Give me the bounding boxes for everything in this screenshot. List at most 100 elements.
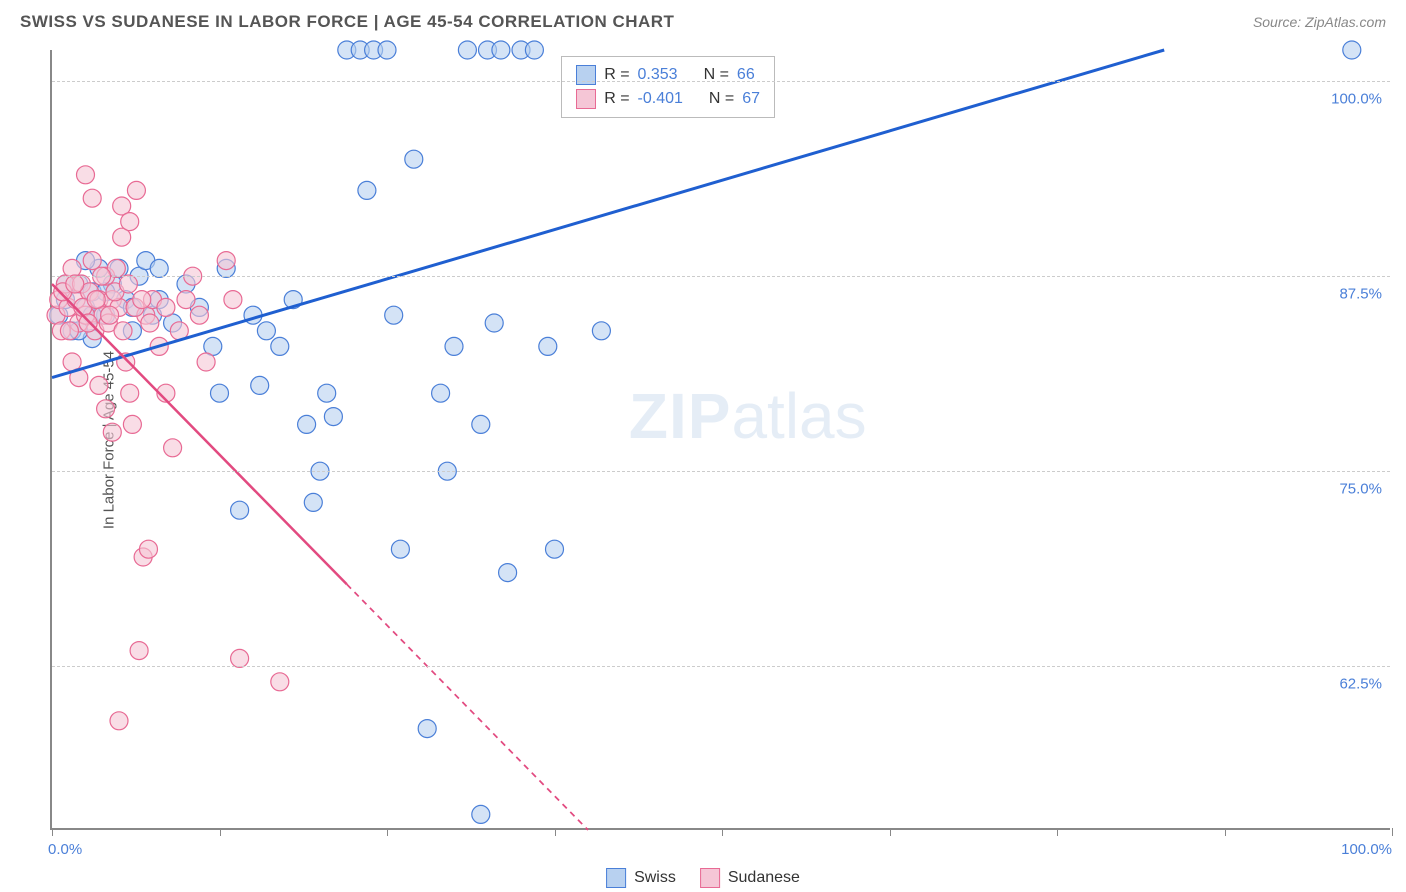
data-point — [90, 376, 108, 394]
data-point — [458, 41, 476, 59]
data-point — [141, 314, 159, 332]
data-point — [318, 384, 336, 402]
data-point — [139, 540, 157, 558]
legend-label: Sudanese — [728, 869, 800, 887]
legend-item: Swiss — [606, 868, 676, 888]
x-tick — [387, 828, 388, 836]
x-axis-max-label: 100.0% — [1341, 841, 1392, 858]
data-point — [79, 314, 97, 332]
data-point — [164, 439, 182, 457]
data-point — [271, 673, 289, 691]
y-tick-label: 75.0% — [1339, 481, 1382, 498]
x-tick — [1225, 828, 1226, 836]
data-point — [358, 181, 376, 199]
stat-row: R =0.353N =66 — [576, 63, 760, 87]
data-point — [445, 337, 463, 355]
data-point — [492, 41, 510, 59]
data-point — [432, 384, 450, 402]
data-point — [63, 259, 81, 277]
x-tick — [1392, 828, 1393, 836]
data-point — [60, 322, 78, 340]
data-point — [190, 306, 208, 324]
y-tick-label: 62.5% — [1339, 676, 1382, 693]
data-point — [271, 337, 289, 355]
data-point — [525, 41, 543, 59]
data-point — [110, 712, 128, 730]
data-point — [211, 384, 229, 402]
data-point — [101, 306, 119, 324]
plot-region: ZIPatlas R =0.353N =66R =-0.401N =67 62.… — [50, 50, 1390, 830]
data-point — [121, 213, 139, 231]
r-label: R = — [604, 90, 629, 108]
data-point — [298, 415, 316, 433]
gridline — [52, 81, 1390, 82]
x-tick — [1057, 828, 1058, 836]
data-point — [251, 376, 269, 394]
data-point — [546, 540, 564, 558]
data-point — [485, 314, 503, 332]
data-point — [87, 291, 105, 309]
data-point — [224, 291, 242, 309]
series-swatch — [606, 868, 626, 888]
data-point — [1343, 41, 1361, 59]
trend-line-extrapolated — [347, 584, 588, 830]
x-tick — [220, 828, 221, 836]
data-point — [121, 384, 139, 402]
data-point — [177, 291, 195, 309]
gridline — [52, 471, 1390, 472]
legend-item: Sudanese — [700, 868, 800, 888]
data-point — [133, 291, 151, 309]
data-point — [391, 540, 409, 558]
data-point — [83, 189, 101, 207]
data-point — [97, 400, 115, 418]
data-point — [418, 720, 436, 738]
data-point — [119, 275, 137, 293]
data-point — [324, 408, 342, 426]
data-point — [405, 150, 423, 168]
y-tick-label: 100.0% — [1331, 91, 1382, 108]
data-point — [103, 423, 121, 441]
data-point — [592, 322, 610, 340]
data-point — [150, 259, 168, 277]
data-point — [257, 322, 275, 340]
data-point — [231, 501, 249, 519]
data-point — [217, 252, 235, 270]
n-value: 67 — [742, 90, 760, 108]
data-point — [472, 805, 490, 823]
data-point — [499, 564, 517, 582]
data-point — [304, 493, 322, 511]
data-point — [83, 252, 101, 270]
series-legend: Swiss Sudanese — [606, 868, 800, 888]
stat-row: R = -0.401 N = 67 — [576, 87, 760, 111]
data-point — [66, 275, 84, 293]
data-point — [127, 181, 145, 199]
x-tick — [890, 828, 891, 836]
scatter-svg — [52, 50, 1392, 830]
data-point — [114, 322, 132, 340]
series-swatch — [700, 868, 720, 888]
legend-label: Swiss — [634, 869, 676, 887]
correlation-stats-box: R =0.353N =66 R = -0.401 N = 67 — [561, 56, 775, 118]
r-value: -0.401 — [638, 90, 683, 108]
data-point — [385, 306, 403, 324]
series-swatch — [576, 89, 596, 109]
x-tick — [52, 828, 53, 836]
data-point — [130, 642, 148, 660]
data-point — [231, 649, 249, 667]
y-tick-label: 87.5% — [1339, 286, 1382, 303]
gridline — [52, 276, 1390, 277]
source-attribution: Source: ZipAtlas.com — [1253, 14, 1386, 30]
x-axis-min-label: 0.0% — [48, 841, 82, 858]
data-point — [157, 298, 175, 316]
data-point — [77, 166, 95, 184]
data-point — [539, 337, 557, 355]
trend-line — [52, 284, 347, 584]
data-point — [378, 41, 396, 59]
data-point — [197, 353, 215, 371]
gridline — [52, 666, 1390, 667]
n-label: N = — [709, 90, 734, 108]
chart-title: SWISS VS SUDANESE IN LABOR FORCE | AGE 4… — [20, 12, 674, 32]
data-point — [472, 415, 490, 433]
x-tick — [722, 828, 723, 836]
chart-area: In Labor Force | Age 45-54 ZIPatlas R =0… — [50, 50, 1390, 830]
